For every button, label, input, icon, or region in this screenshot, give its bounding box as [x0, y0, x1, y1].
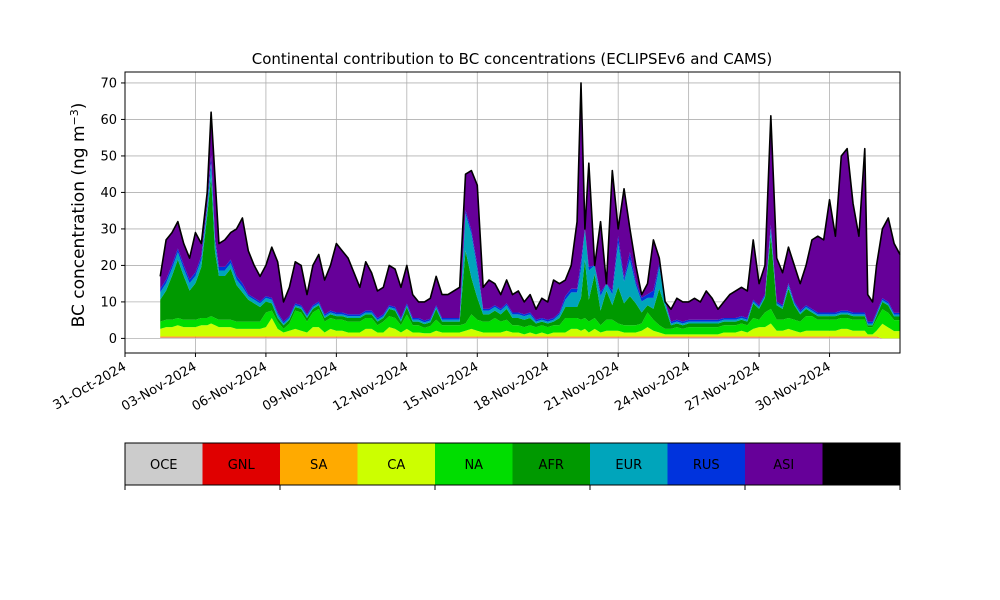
legend-label-oce: OCE — [150, 458, 178, 473]
y-tick-label: 20 — [100, 259, 117, 274]
x-tick-label: 21-Nov-2024 — [542, 359, 622, 414]
legend-label-na: NA — [464, 458, 483, 473]
x-tick-label: 03-Nov-2024 — [119, 359, 199, 414]
x-tick-label: 15-Nov-2024 — [401, 359, 481, 414]
legend-label-sa: SA — [310, 458, 327, 473]
legend-swatch-afr — [512, 443, 591, 485]
legend-label-asi: ASI — [773, 458, 794, 473]
y-tick-label: 40 — [100, 186, 117, 201]
y-tick-label: 50 — [100, 149, 117, 164]
area-gnl — [160, 337, 901, 339]
chart-title: Continental contribution to BC concentra… — [252, 50, 773, 68]
area-ca — [160, 317, 901, 339]
legend-swatch-na — [435, 443, 513, 485]
x-tick-label: 12-Nov-2024 — [331, 359, 411, 414]
area-afr — [160, 177, 901, 329]
y-tick-label: 60 — [100, 113, 117, 128]
plot-frame — [124, 71, 901, 354]
legend-swatch-sa — [280, 443, 358, 485]
legend-label-eur: EUR — [615, 458, 642, 473]
y-axis-label: BC concentration (ng m−3) — [68, 103, 90, 328]
x-tick-label: 27-Nov-2024 — [683, 359, 763, 414]
x-tick-label: 31-Oct-2024 — [51, 359, 129, 413]
legend-swatch-rus — [667, 443, 746, 485]
area-sa — [160, 336, 901, 339]
legend-swatch-oce — [125, 443, 203, 485]
total-line — [159, 82, 901, 311]
legend-swatch-aus — [822, 443, 901, 485]
legend-label-gnl: GNL — [228, 458, 256, 473]
legend-label-aus: AUS — [848, 458, 875, 473]
y-tick-label: 30 — [100, 222, 117, 237]
area-na — [160, 308, 901, 335]
total-line-group — [159, 82, 901, 311]
x-axis: 31-Oct-202403-Nov-202406-Nov-202409-Nov-… — [51, 353, 834, 414]
legend-swatch-eur — [590, 443, 668, 485]
legend-frame — [124, 442, 901, 486]
x-tick-label: 18-Nov-2024 — [471, 359, 551, 414]
x-tick-label: 24-Nov-2024 — [612, 359, 692, 414]
legend-swatch-ca — [357, 443, 436, 485]
y-tick-label: 0 — [109, 332, 117, 347]
legend-label-afr: AFR — [539, 458, 564, 473]
y-axis: 0 10 20 30 40 50 60 70 — [100, 76, 125, 347]
x-tick-label: 30-Nov-2024 — [753, 359, 833, 414]
legend-swatch-gnl — [202, 443, 281, 485]
legend: OCE GNL SA CA NA AFR EUR RUS ASI AUS — [124, 442, 901, 490]
area-oce — [160, 337, 901, 339]
legend-label-ca: CA — [387, 458, 405, 473]
legend-swatch-asi — [745, 443, 823, 485]
area-asi — [160, 82, 901, 322]
x-tick-label: 09-Nov-2024 — [260, 359, 340, 414]
x-tick-label: 06-Nov-2024 — [190, 359, 270, 414]
y-tick-label: 70 — [100, 76, 117, 91]
legend-label-rus: RUS — [693, 458, 720, 473]
stacked-areas — [160, 82, 901, 339]
y-tick-label: 10 — [100, 295, 117, 310]
